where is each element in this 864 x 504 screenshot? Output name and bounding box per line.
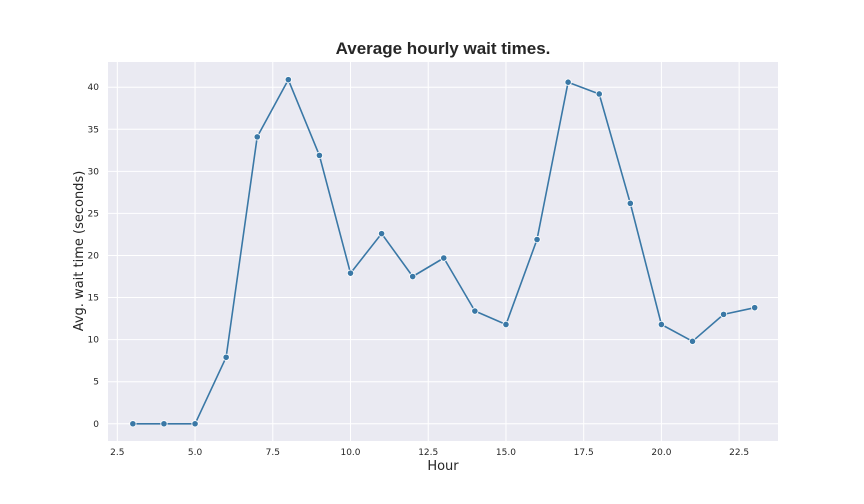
data-point (284, 76, 292, 84)
y-tick-label: 35 (88, 125, 99, 135)
data-point (626, 199, 634, 207)
data-point (409, 272, 417, 281)
chart-title: Average hourly wait times. (336, 39, 551, 58)
y-axis-label: Avg. wait time (seconds) (72, 171, 87, 332)
y-tick-label: 5 (93, 378, 99, 388)
data-point (657, 320, 666, 329)
data-point (346, 269, 355, 277)
data-point (471, 307, 479, 315)
x-tick-label: 15.0 (496, 448, 516, 458)
data-point (719, 310, 728, 318)
y-tick-label: 0 (93, 420, 99, 430)
data-point (440, 254, 448, 262)
data-point (502, 320, 510, 329)
y-tick-label: 40 (88, 83, 100, 93)
data-point (129, 420, 137, 428)
series-group (129, 76, 759, 428)
x-tick-label: 17.5 (574, 448, 594, 458)
x-tick-label: 2.5 (110, 448, 124, 458)
y-tick-label: 20 (88, 251, 100, 261)
y-tick-labels: 0 5 10 15 20 25 30 35 40 (88, 83, 100, 430)
data-point (595, 90, 603, 98)
x-tick-label: 10.0 (340, 448, 360, 458)
data-point (191, 420, 199, 428)
y-tick-label: 15 (88, 294, 99, 304)
x-axis-label: Hour (427, 459, 459, 474)
data-point (751, 304, 759, 312)
x-tick-label: 7.5 (266, 448, 280, 458)
x-tick-label: 20.0 (651, 448, 671, 458)
data-point (688, 337, 697, 345)
data-point (533, 235, 541, 244)
y-tick-label: 30 (88, 167, 100, 177)
data-point (315, 151, 324, 159)
x-tick-label: 5.0 (188, 448, 203, 458)
x-tick-label: 12.5 (418, 448, 438, 458)
x-tick-label: 22.5 (729, 448, 749, 458)
y-tick-label: 25 (88, 209, 99, 219)
plot-area (108, 62, 778, 441)
data-point (253, 133, 261, 141)
data-point (160, 420, 168, 428)
data-point (222, 353, 230, 361)
data-point (377, 230, 386, 238)
y-tick-label: 10 (88, 336, 100, 346)
x-tick-labels: 2.5 5.0 7.5 10.0 12.5 15.0 17.5 20.0 22.5 (110, 448, 749, 458)
data-point (564, 78, 572, 86)
